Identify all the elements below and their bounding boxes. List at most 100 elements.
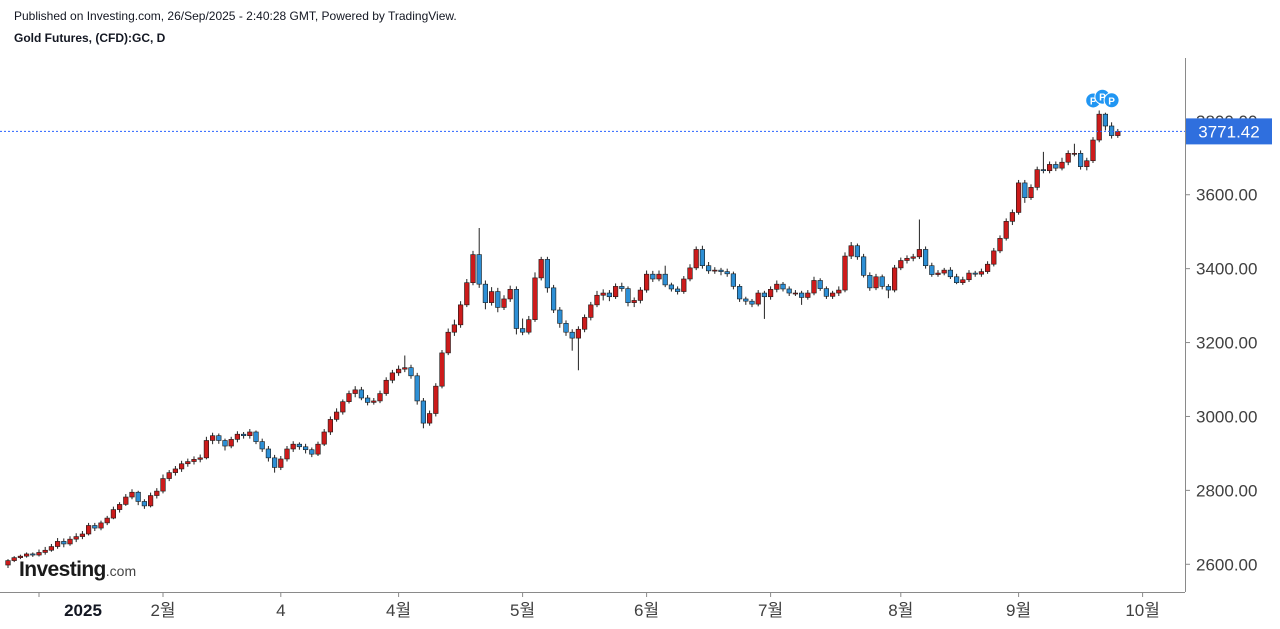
candle-body (1102, 113, 1108, 127)
candle-body (234, 433, 241, 440)
candle-body (315, 443, 321, 455)
candle-body (110, 509, 116, 519)
candle-body (141, 501, 148, 507)
candle (1090, 137, 1096, 163)
candle-body (23, 553, 30, 557)
candle (501, 295, 507, 311)
last-price-label-background (1186, 118, 1272, 145)
candle (495, 287, 501, 313)
candle-body (991, 250, 997, 265)
candle-body (767, 289, 774, 298)
candle (1115, 128, 1121, 138)
candle (129, 489, 135, 500)
candle-body (253, 431, 259, 442)
candle (730, 271, 736, 290)
candle-body (1053, 164, 1059, 169)
candle (743, 296, 749, 305)
candle-body (420, 400, 427, 424)
candle-body (705, 265, 712, 272)
candle (563, 320, 569, 336)
candle-body (197, 457, 203, 460)
candle (1109, 122, 1115, 139)
candle (315, 441, 321, 457)
candle-body (1034, 169, 1040, 188)
candle-body (538, 259, 544, 279)
candle-body (482, 283, 489, 303)
candle-body (588, 304, 594, 318)
candle-body (104, 517, 110, 524)
candle (662, 265, 668, 288)
candle (216, 433, 222, 444)
candle (941, 267, 947, 276)
candle (836, 286, 842, 296)
candle (36, 549, 42, 557)
candle-body (476, 254, 482, 285)
candle (513, 286, 519, 335)
candle-body (699, 249, 705, 266)
candle (259, 438, 265, 452)
candle-body (898, 260, 904, 269)
candle-body (718, 269, 724, 272)
candle-body (160, 478, 166, 492)
candle-body (581, 317, 588, 330)
candle (805, 290, 811, 300)
candle (1003, 218, 1009, 241)
candle (371, 397, 377, 405)
candle-body (656, 273, 662, 280)
candle (519, 318, 526, 336)
candle-body (284, 448, 290, 460)
candle-body (687, 267, 693, 280)
candle-body (947, 269, 953, 278)
candle (309, 447, 315, 458)
candle-body (867, 274, 873, 289)
candle (619, 282, 625, 292)
candle (383, 377, 389, 396)
candle-body (179, 463, 185, 470)
candle (61, 538, 67, 548)
candle (997, 235, 1003, 254)
candle-body (625, 288, 631, 303)
candle-body (216, 435, 222, 441)
candle (786, 286, 792, 296)
candle-body (73, 536, 79, 540)
candle-body (972, 272, 978, 275)
candle (327, 416, 334, 435)
logo-suffix: .com (105, 563, 137, 579)
candle (234, 431, 241, 443)
candle-body (860, 256, 867, 276)
x-tick-label: 2025 (64, 601, 102, 620)
candle (364, 395, 371, 406)
candle (433, 383, 439, 417)
candle (457, 301, 464, 328)
candle (798, 290, 805, 305)
candle (402, 355, 408, 373)
candle-body (48, 546, 54, 551)
candle-body (488, 291, 495, 303)
candle (922, 246, 929, 269)
candle-body (712, 269, 718, 272)
candle (30, 552, 36, 557)
candle-body (966, 272, 972, 281)
candle (1028, 184, 1034, 200)
candle-body (98, 522, 104, 529)
candle (755, 290, 761, 307)
candle-body (203, 440, 210, 459)
candle-body (643, 273, 650, 291)
candle-body (674, 288, 681, 292)
x-tick-label: 9월 (1006, 601, 1031, 620)
candle-body (302, 446, 309, 451)
candle (953, 273, 960, 285)
candle-body (408, 367, 414, 377)
candle-body (117, 504, 123, 510)
candle (148, 492, 154, 508)
candle (898, 257, 904, 271)
candle (1065, 150, 1071, 166)
candle (117, 502, 123, 513)
candle-body (780, 283, 786, 290)
candle (581, 314, 588, 333)
candle-body (817, 280, 823, 289)
candle (854, 243, 860, 260)
candle-body (557, 309, 563, 324)
